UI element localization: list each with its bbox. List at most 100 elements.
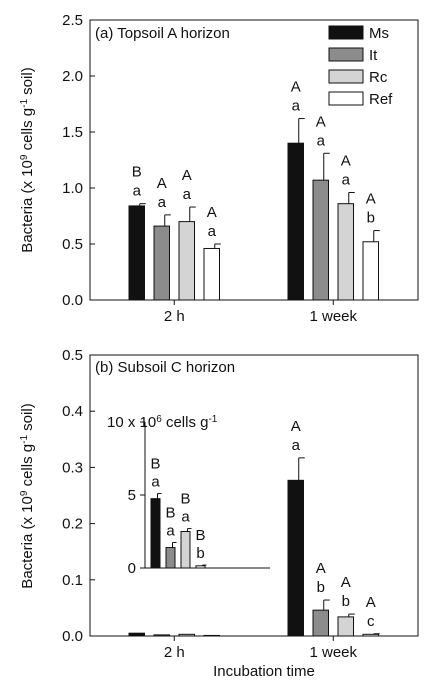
ylabel-part: Bacteria (x 10 — [19, 496, 36, 589]
panel-a-lower-letter: a — [183, 186, 192, 203]
panel-a-y-tick-label: 1.5 — [62, 124, 83, 141]
inset-lower-letter: a — [181, 509, 190, 526]
panel-a-bar-ref — [362, 241, 379, 301]
panel-a-bar-ms — [287, 142, 304, 301]
panel-a-bar-it — [312, 179, 329, 301]
panel-a-y-tick-label: 2.0 — [62, 68, 83, 85]
panel-a-upper-letter: A — [207, 204, 217, 221]
ylabel-part: cells g — [19, 444, 36, 491]
ylabel-part: soil) — [19, 67, 36, 99]
ylabel-exp: 9 — [19, 490, 30, 496]
panel-b-y-axis-label: Bacteria (x 109 cells g-1 soil) — [19, 403, 37, 588]
inset-lower-letter: a — [151, 474, 160, 491]
inset-lower-letter: b — [196, 545, 204, 562]
panel-b-x-tick-label: 1 week — [309, 644, 357, 661]
panel-a-bar-ms — [128, 205, 145, 301]
panel-a-x-tick-label: 2 h — [164, 308, 185, 325]
inset-y-tick-label: 5 — [128, 487, 136, 504]
panel-a-frame — [89, 19, 419, 301]
inset-bar-ms — [150, 498, 161, 569]
panel-b-title: (b) Subsoil C horizon — [95, 359, 235, 376]
panel-b-y-tick-label: 0.2 — [62, 516, 83, 533]
panel-a-bar-it — [153, 225, 170, 301]
panel-b-bar-rc — [178, 633, 195, 637]
panel-b-upper-letter: A — [316, 560, 326, 577]
ylabel-exp: 9 — [19, 154, 30, 160]
panel-a-upper-letter: A — [341, 152, 351, 169]
panel-b-y-tick-label: 0.0 — [62, 628, 83, 645]
panel-a-upper-letter: A — [291, 79, 301, 96]
panel-a-axes: 0.0 0.5 1.0 1.5 2.0 2.5 2 h 1 week — [62, 12, 419, 325]
panel-a-y-tick-label: 2.5 — [62, 12, 83, 29]
panel-b-lower-letter: b — [317, 579, 325, 596]
ylabel-part: cells g — [19, 108, 36, 155]
inset-upper-letter: B — [195, 527, 205, 544]
panel-b-upper-letter: A — [341, 574, 351, 591]
legend-swatch-ms — [328, 25, 364, 40]
ylabel-part: Bacteria (x 10 — [19, 160, 36, 253]
legend-label-ref: Ref — [369, 91, 393, 108]
inset-y-tick-label: 0 — [128, 560, 136, 577]
ylabel-exp: -1 — [19, 435, 30, 444]
panel-a-upper-letter: A — [182, 167, 192, 184]
panel-b: 0.0 0.1 0.2 0.3 0.4 0.5 2 h 1 week (b) Subsoil … — [19, 347, 419, 680]
legend-swatch-rc — [328, 69, 364, 84]
panel-b-upper-letter: A — [366, 594, 376, 611]
inset-upper-letter: B — [150, 456, 160, 473]
panel-b-axes: 0.0 0.1 0.2 0.3 0.4 0.5 2 h 1 week — [62, 347, 419, 661]
panel-b-x-tick-label: 2 h — [164, 644, 185, 661]
panel-a-lower-letter: a — [342, 171, 351, 188]
chart-text: 10 x 10 — [107, 414, 156, 431]
x-axis-label: Incubation time — [213, 663, 315, 680]
panel-a-lower-letter: b — [367, 210, 375, 227]
panel-a-lower-letter: a — [133, 183, 142, 200]
panel-a-y-tick-label: 0.5 — [62, 236, 83, 253]
panel-b-y-tick-label: 0.5 — [62, 347, 83, 364]
panel-a-y-axis-label: Bacteria (x 109 cells g-1 soil) — [19, 67, 37, 252]
panel-b-y-tick-label: 0.4 — [62, 403, 83, 420]
inset-upper-letter: B — [165, 504, 175, 521]
panel-b-bar-rc — [337, 616, 354, 637]
inset-lower-letter: a — [166, 522, 175, 539]
inset-bar-it — [165, 547, 176, 569]
legend-swatch-ref — [328, 91, 364, 106]
legend-swatch-it — [328, 47, 364, 62]
inset-upper-letter: B — [180, 491, 190, 508]
panel-a-upper-letter: A — [366, 191, 376, 208]
panel-a-y-tick-label: 0.0 — [62, 292, 83, 309]
inset-y-label: 10 x 106 cells g-1 — [107, 414, 218, 432]
chart-text: 6 — [156, 414, 162, 425]
chart-text: cells g — [162, 414, 209, 431]
panel-a-legend: Ms It Rc Ref — [328, 25, 393, 108]
panel-a-upper-letter: B — [132, 164, 142, 181]
panel-a-lower-letter: a — [292, 98, 301, 115]
inset-bar-rc — [180, 531, 191, 569]
panel-b-bar-it — [312, 609, 329, 637]
legend-label-rc: Rc — [369, 69, 388, 86]
panel-a-bar-ref — [203, 247, 220, 301]
panel-b-bar-ms — [128, 632, 145, 637]
panel-a-lower-letter: a — [158, 194, 167, 211]
panel-a-upper-letter: A — [157, 175, 167, 192]
panel-a-lower-letter: a — [317, 132, 326, 149]
panel-b-lower-letter: a — [292, 437, 301, 454]
panel-b-lower-letter: c — [367, 613, 375, 630]
panel-b-y-tick-label: 0.3 — [62, 459, 83, 476]
panel-a-upper-letter: A — [316, 113, 326, 130]
panel-a-x-tick-label: 1 week — [309, 308, 357, 325]
ylabel-part: soil) — [19, 403, 36, 435]
panel-b-bar-it — [153, 634, 170, 637]
panel-b-bar-ms — [287, 479, 304, 637]
legend-label-ms: Ms — [369, 25, 389, 42]
panel-b-bar-ref — [362, 633, 379, 637]
panel-a: 0.0 0.5 1.0 1.5 2.0 2.5 2 h 1 week (a) Topsoil … — [19, 12, 419, 325]
panel-b-bar-ref — [203, 634, 220, 637]
panel-a-bar-rc — [178, 221, 195, 301]
panel-b-lower-letter: b — [342, 593, 350, 610]
inset-bar-ref — [195, 565, 206, 569]
